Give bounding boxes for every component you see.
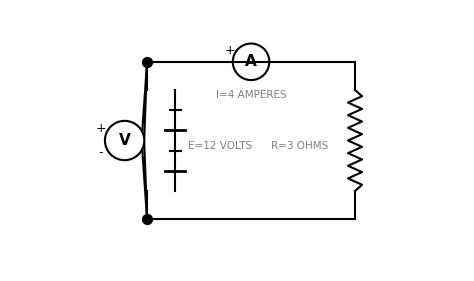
Text: I=4 AMPERES: I=4 AMPERES [216,90,286,100]
Text: R=3 OHMS: R=3 OHMS [271,141,328,151]
Point [143,60,151,64]
Text: -: - [99,146,103,159]
Text: E=12 VOLTS: E=12 VOLTS [188,141,252,151]
Point [143,217,151,221]
Text: +: + [225,44,235,57]
Text: +: + [95,122,106,135]
Text: A: A [245,54,257,69]
Text: V: V [118,133,130,148]
